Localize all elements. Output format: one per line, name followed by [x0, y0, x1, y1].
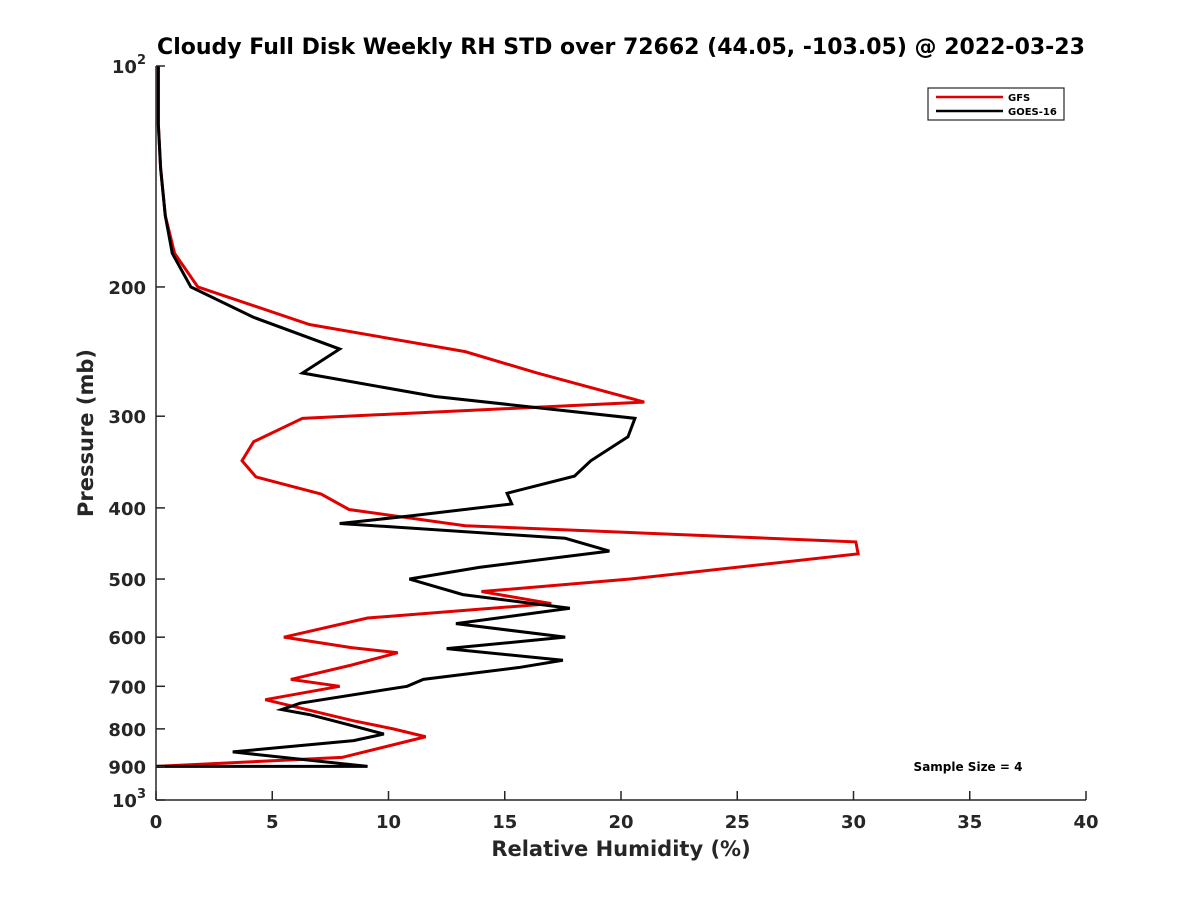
legend: GFS GOES-16 — [927, 87, 1065, 121]
y-tick-label: 600 — [108, 628, 146, 649]
y-tick-label: 700 — [108, 677, 146, 698]
x-tick-label: 35 — [957, 812, 982, 833]
sample-size-annotation: Sample Size = 4 — [914, 760, 1023, 774]
y-tick-label: 102 — [112, 53, 146, 78]
chart-title: Cloudy Full Disk Weekly RH STD over 7266… — [157, 35, 1085, 60]
x-tick-label: 0 — [150, 812, 163, 833]
y-tick-label: 400 — [108, 499, 146, 520]
x-axis-label: Relative Humidity (%) — [491, 837, 750, 861]
x-tick-label: 40 — [1073, 812, 1098, 833]
y-tick-label: 900 — [108, 757, 146, 778]
x-tick-label: 15 — [492, 812, 517, 833]
y-tick-label: 500 — [108, 570, 146, 591]
legend-box — [927, 87, 1065, 121]
x-tick-label: 5 — [266, 812, 279, 833]
y-axis-label: Pressure (mb) — [74, 349, 98, 517]
y-tick-label: 800 — [108, 720, 146, 741]
series-line-gfs — [155, 66, 860, 768]
series-group — [155, 66, 860, 768]
x-tick-label: 20 — [608, 812, 633, 833]
y-tick-label: 300 — [108, 407, 146, 428]
y-tick-label: 103 — [112, 787, 146, 812]
x-tick-label: 30 — [841, 812, 866, 833]
legend-label-gfs: GFS — [1008, 93, 1030, 104]
x-tick-label: 25 — [725, 812, 750, 833]
legend-label-goes-16: GOES-16 — [1008, 107, 1057, 118]
y-ticks: 102 200 300 400 500 600 700 800 900 103 — [108, 53, 165, 812]
series-line-goes-16 — [156, 66, 638, 768]
x-ticks: 0 5 10 15 20 25 30 35 40 — [150, 791, 1099, 833]
y-tick-label: 200 — [108, 278, 146, 299]
axes-group — [155, 66, 1086, 801]
x-tick-label: 10 — [376, 812, 401, 833]
